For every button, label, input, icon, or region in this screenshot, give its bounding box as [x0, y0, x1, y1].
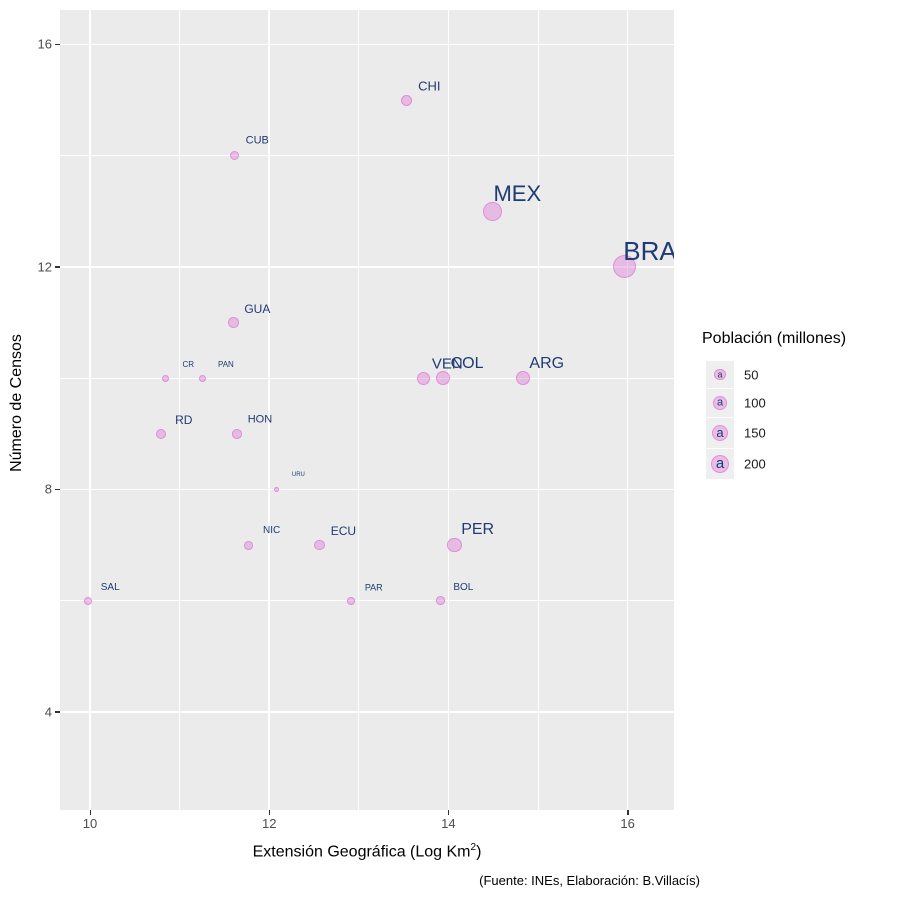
- point-label-CUB: CUB: [245, 134, 269, 147]
- major-gridline: [60, 488, 674, 491]
- x-tick-label-12: 12: [261, 816, 277, 831]
- legend-value-label: 200: [744, 456, 766, 472]
- y-tick-label-16: 16: [37, 36, 52, 52]
- data-point-PER: [447, 537, 462, 553]
- legend-bubble-icon: [714, 368, 726, 381]
- legend-entry-200: a 200: [702, 449, 892, 479]
- x-axis-title-close: ): [476, 843, 482, 861]
- data-point-PAN: [199, 374, 207, 382]
- legend-text-glyph: a: [715, 455, 725, 473]
- x-tick-label-16: 16: [620, 816, 635, 831]
- x-axis-tick: [268, 810, 271, 815]
- x-axis-tick: [89, 810, 91, 815]
- minor-gridline: [358, 10, 360, 810]
- data-point-CHI: [400, 94, 412, 106]
- legend: Población (millones) a 50 a 100 a 150 a 200: [702, 330, 900, 500]
- point-label-BRA: BRA: [623, 235, 674, 266]
- point-label-PAN: PAN: [217, 360, 234, 370]
- legend-bubble-icon: [710, 454, 730, 474]
- legend-entry-100: a 100: [702, 389, 892, 417]
- legend-value-label: 150: [744, 425, 766, 441]
- x-tick-label-14: 14: [441, 816, 456, 831]
- legend-value-label: 50: [744, 367, 759, 382]
- major-gridline: [626, 10, 629, 810]
- point-label-ARG: ARG: [529, 355, 565, 373]
- point-label-ECU: ECU: [330, 524, 357, 539]
- point-label-GUA: GUA: [244, 301, 271, 316]
- data-point-BOL: [436, 596, 445, 606]
- point-label-RD: RD: [175, 412, 193, 427]
- point-label-NIC: NIC: [262, 525, 281, 537]
- data-point-VEN: [416, 371, 430, 385]
- x-axis-title: Extensión Geográfica (Log Km2): [253, 842, 482, 861]
- source-caption: (Fuente: INEs, Elaboración: B.Villacís): [479, 873, 700, 888]
- minor-gridline: [60, 155, 674, 157]
- data-point-PAR: [346, 596, 355, 605]
- point-label-CHI: CHI: [418, 78, 441, 94]
- y-tick-label-12: 12: [37, 259, 52, 275]
- point-label-VEN: VEN: [431, 355, 463, 373]
- major-gridline: [60, 266, 674, 268]
- point-label-SAL: SAL: [100, 581, 120, 593]
- minor-gridline: [179, 10, 180, 810]
- data-point-GUA: [228, 317, 239, 328]
- legend-key-box: a: [706, 389, 734, 417]
- x-axis-title-text: Extensión Geográfica (Log Km: [252, 843, 471, 861]
- y-axis-tick: [55, 711, 60, 713]
- legend-value-label: 100: [744, 395, 766, 411]
- y-axis-tick: [55, 266, 60, 268]
- y-axis-tick: [55, 43, 60, 46]
- x-axis-title-superscript: 2: [470, 842, 477, 853]
- point-label-PER: PER: [461, 521, 495, 539]
- x-axis-tick: [627, 810, 629, 815]
- data-point-COL: [436, 371, 451, 386]
- y-tick-label-4: 4: [44, 704, 52, 720]
- legend-title: Población (millones): [702, 330, 847, 347]
- point-label-PAR: PAR: [364, 582, 383, 593]
- legend-entry-50: a 50: [702, 361, 892, 388]
- data-point-ECU: [314, 539, 325, 551]
- x-axis-tick: [447, 810, 450, 815]
- y-tick-label-8: 8: [44, 481, 52, 497]
- point-label-COL: COL: [450, 355, 484, 373]
- legend-entry-150: a 150: [702, 418, 892, 448]
- data-point-BRA: [612, 255, 636, 279]
- x-tick-label-10: 10: [82, 816, 98, 831]
- y-axis-title: Número de Censos: [8, 334, 25, 472]
- data-point-MEX: [482, 201, 502, 221]
- data-point-SAL: [84, 596, 93, 605]
- legend-key-box: a: [706, 361, 734, 388]
- legend-text-glyph: a: [716, 396, 724, 409]
- minor-gridline: [537, 10, 539, 810]
- minor-gridline: [60, 600, 674, 602]
- point-label-CR: CR: [182, 360, 195, 370]
- legend-bubble-icon: [711, 424, 729, 442]
- point-label-BOL: BOL: [453, 581, 474, 593]
- y-axis-tick: [55, 488, 60, 491]
- legend-text-glyph: a: [717, 368, 723, 379]
- point-label-MEX: MEX: [493, 181, 542, 207]
- data-point-RD: [155, 428, 166, 439]
- major-gridline: [60, 711, 674, 713]
- legend-bubble-icon: [713, 396, 727, 410]
- data-point-CR: [161, 374, 169, 382]
- point-label-HON: HON: [247, 413, 273, 426]
- major-gridline: [447, 10, 450, 810]
- data-point-NIC: [244, 540, 253, 550]
- minor-gridline: [60, 377, 674, 379]
- legend-key-box: a: [706, 449, 734, 479]
- legend-key-box: a: [706, 418, 734, 448]
- data-point-URU: [273, 486, 279, 492]
- data-point-CUB: [229, 151, 239, 161]
- data-point-ARG: [515, 371, 530, 386]
- major-gridline: [268, 10, 270, 810]
- major-gridline: [60, 43, 674, 46]
- major-gridline: [89, 10, 91, 810]
- data-point-HON: [232, 429, 242, 439]
- legend-text-glyph: a: [716, 425, 724, 441]
- plot-panel: CHI CUB MEX BRA GUA CR PAN VEN COL ARG RD HON URU NIC…: [60, 10, 674, 810]
- point-label-URU: URU: [291, 472, 305, 479]
